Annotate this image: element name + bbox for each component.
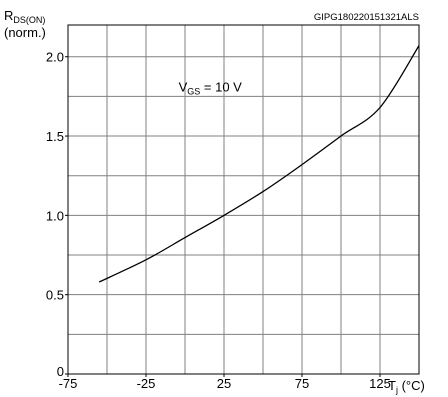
- y-axis-label: RDS(ON): [4, 8, 45, 25]
- x-tick-labels: -75 -25 25 75 125: [59, 376, 391, 391]
- y-tick-labels: 0 0.5 1.0 1.5 2.0: [46, 50, 64, 379]
- y-tick-label: 0: [57, 364, 64, 379]
- y-axis-label-unit: (norm.): [4, 25, 46, 40]
- y-tick-label: 0.5: [46, 288, 64, 303]
- plot-area-border: [67, 24, 420, 375]
- series-line: [98, 45, 420, 283]
- x-tick-label: -75: [59, 376, 78, 391]
- watermark-code: GIPG180220151321ALS: [314, 12, 419, 23]
- y-tick-label: 2.0: [46, 50, 64, 65]
- grid-lines: [68, 25, 419, 374]
- x-axis-label: Tj (°C): [388, 378, 425, 395]
- x-tick-label: -25: [137, 376, 156, 391]
- x-tick-label: 25: [217, 376, 231, 391]
- vgs-annotation: VGS = 10 V: [179, 80, 243, 97]
- x-tick-label: 125: [369, 376, 391, 391]
- y-tick-label: 1.5: [46, 129, 64, 144]
- x-tick-label: 75: [295, 376, 309, 391]
- axis-ticks: [65, 56, 381, 377]
- y-tick-label: 1.0: [46, 208, 64, 223]
